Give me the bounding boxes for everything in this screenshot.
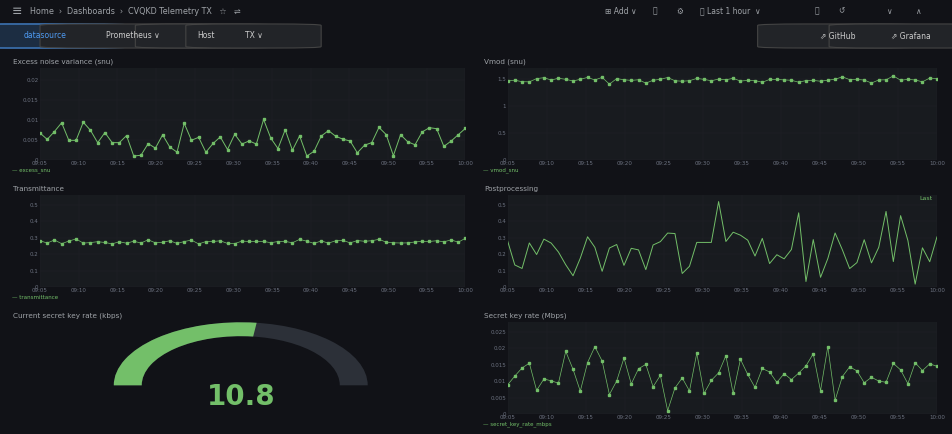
Text: Last: Last	[919, 196, 932, 201]
Text: 10.8: 10.8	[207, 383, 275, 411]
Wedge shape	[113, 322, 256, 385]
FancyBboxPatch shape	[135, 24, 276, 48]
Text: Secret key rate (Mbps): Secret key rate (Mbps)	[484, 313, 566, 319]
Text: ⚙: ⚙	[676, 7, 683, 16]
Wedge shape	[113, 322, 367, 385]
Text: Transmittance: Transmittance	[12, 186, 64, 192]
Text: ∧: ∧	[914, 7, 920, 16]
Text: Vmod (snu): Vmod (snu)	[484, 59, 526, 66]
Text: — transmittance: — transmittance	[12, 295, 58, 300]
Text: ⇗ Grafana: ⇗ Grafana	[890, 32, 930, 40]
FancyBboxPatch shape	[40, 24, 226, 48]
FancyBboxPatch shape	[828, 24, 952, 48]
FancyBboxPatch shape	[186, 24, 321, 48]
Text: ↺: ↺	[838, 7, 844, 16]
Text: datasource: datasource	[24, 32, 66, 40]
Text: Prometheus ∨: Prometheus ∨	[106, 32, 160, 40]
Text: Excess noise variance (snu): Excess noise variance (snu)	[12, 59, 112, 66]
Text: ⇗ GitHub: ⇗ GitHub	[819, 32, 855, 40]
Text: — excess_snu: — excess_snu	[12, 168, 50, 173]
Text: ⊞ Add ∨: ⊞ Add ∨	[605, 7, 636, 16]
Text: ∨: ∨	[885, 7, 891, 16]
Text: ≡: ≡	[11, 4, 22, 17]
FancyBboxPatch shape	[0, 24, 130, 48]
Text: Home  ›  Dashboards  ›  CVQKD Telemetry TX   ☆   ⇌: Home › Dashboards › CVQKD Telemetry TX ☆…	[30, 7, 241, 16]
Text: — secret_key_rate_mbps: — secret_key_rate_mbps	[483, 421, 551, 427]
Text: Host: Host	[197, 32, 214, 40]
Text: ⬜: ⬜	[652, 7, 657, 16]
Text: TX ∨: TX ∨	[245, 32, 262, 40]
Text: Current secret key rate (kbps): Current secret key rate (kbps)	[12, 313, 122, 319]
Text: — vmod_snu: — vmod_snu	[483, 168, 519, 173]
Text: ⏱ Last 1 hour  ∨: ⏱ Last 1 hour ∨	[700, 7, 761, 16]
Text: Postprocessing: Postprocessing	[484, 186, 538, 192]
Text: 🔍: 🔍	[814, 7, 819, 16]
FancyBboxPatch shape	[757, 24, 917, 48]
